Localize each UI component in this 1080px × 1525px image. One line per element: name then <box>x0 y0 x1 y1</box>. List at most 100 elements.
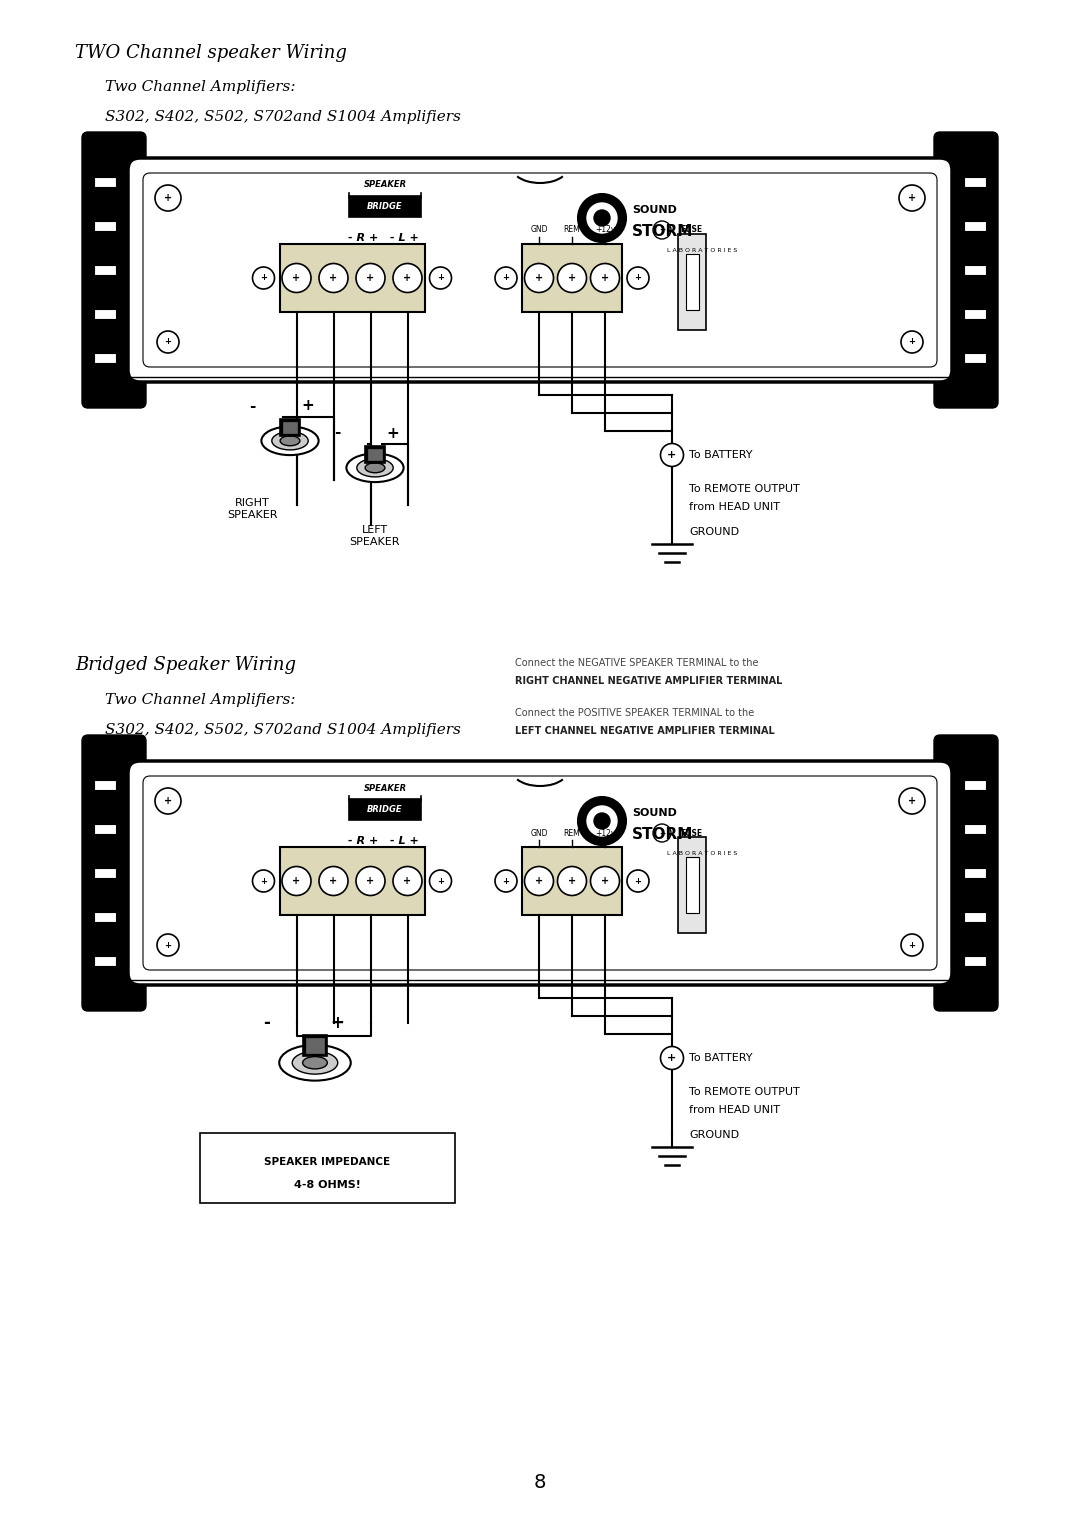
Text: FUSE: FUSE <box>680 226 702 235</box>
Bar <box>280 846 424 915</box>
Text: +: + <box>260 273 267 282</box>
Circle shape <box>588 203 617 233</box>
Bar <box>964 824 986 834</box>
Bar <box>94 779 116 790</box>
Text: +: + <box>908 337 916 346</box>
Ellipse shape <box>280 1045 351 1081</box>
Ellipse shape <box>272 432 308 450</box>
Text: +: + <box>404 273 411 284</box>
FancyBboxPatch shape <box>934 735 998 1011</box>
Text: LEFT
SPEAKER: LEFT SPEAKER <box>350 525 401 547</box>
Text: Connect the NEGATIVE SPEAKER TERMINAL to the: Connect the NEGATIVE SPEAKER TERMINAL to… <box>515 657 758 668</box>
Text: +: + <box>502 273 510 282</box>
Text: 8: 8 <box>534 1473 546 1493</box>
Circle shape <box>594 813 610 830</box>
Circle shape <box>525 866 554 895</box>
Text: +: + <box>908 796 916 807</box>
Circle shape <box>591 866 620 895</box>
Text: SOUND: SOUND <box>632 204 677 215</box>
Text: -: - <box>248 398 255 413</box>
Bar <box>964 265 986 274</box>
FancyBboxPatch shape <box>143 172 937 368</box>
Circle shape <box>653 824 671 842</box>
Text: SPEAKER IMPEDANCE: SPEAKER IMPEDANCE <box>265 1157 391 1167</box>
Text: +: + <box>164 194 172 203</box>
Circle shape <box>156 185 181 210</box>
Circle shape <box>430 267 451 290</box>
Text: +12v: +12v <box>595 226 616 235</box>
Bar <box>280 244 424 313</box>
Circle shape <box>591 264 620 293</box>
Circle shape <box>627 267 649 290</box>
Text: GND: GND <box>530 828 548 837</box>
Circle shape <box>899 788 924 814</box>
Text: +: + <box>437 273 444 282</box>
Text: +: + <box>329 875 338 886</box>
Text: GROUND: GROUND <box>689 1130 739 1141</box>
Circle shape <box>525 264 554 293</box>
Text: To BATTERY: To BATTERY <box>689 450 753 461</box>
Text: +: + <box>404 875 411 886</box>
Circle shape <box>282 264 311 293</box>
Text: +: + <box>635 877 642 886</box>
Bar <box>678 837 706 933</box>
Text: from HEAD UNIT: from HEAD UNIT <box>689 502 780 512</box>
Text: +: + <box>908 941 916 950</box>
Text: SOUND: SOUND <box>632 808 677 817</box>
Text: +: + <box>535 273 543 284</box>
Circle shape <box>899 185 924 210</box>
Text: +12v: +12v <box>595 828 616 837</box>
Circle shape <box>661 1046 684 1069</box>
Text: +: + <box>366 875 375 886</box>
Bar <box>522 244 622 313</box>
Bar <box>964 912 986 923</box>
Text: +: + <box>164 941 172 950</box>
Circle shape <box>356 264 384 293</box>
Circle shape <box>557 866 586 895</box>
Bar <box>94 352 116 363</box>
Text: STORM: STORM <box>632 224 693 238</box>
Circle shape <box>578 194 626 242</box>
Text: +: + <box>908 194 916 203</box>
Circle shape <box>557 264 586 293</box>
Circle shape <box>627 869 649 892</box>
Circle shape <box>156 788 181 814</box>
Bar <box>964 779 986 790</box>
Text: LEFT CHANNEL NEGATIVE AMPLIFIER TERMINAL: LEFT CHANNEL NEGATIVE AMPLIFIER TERMINAL <box>515 726 774 737</box>
Text: +: + <box>659 226 665 235</box>
Bar <box>280 419 300 436</box>
Text: TWO Channel speaker Wiring: TWO Channel speaker Wiring <box>75 44 347 63</box>
FancyBboxPatch shape <box>934 133 998 409</box>
Text: +: + <box>600 273 609 284</box>
Bar <box>686 255 699 310</box>
Text: +: + <box>568 875 576 886</box>
Text: S302, S402, S502, S702and S1004 Amplifiers: S302, S402, S502, S702and S1004 Amplifie… <box>105 723 461 737</box>
Text: BRIDGE: BRIDGE <box>367 805 403 814</box>
Text: L A B O R A T O R I E S: L A B O R A T O R I E S <box>666 851 738 856</box>
Text: Bridged Speaker Wiring: Bridged Speaker Wiring <box>75 656 296 674</box>
Bar <box>368 448 382 459</box>
Circle shape <box>393 264 422 293</box>
Text: To BATTERY: To BATTERY <box>689 1052 753 1063</box>
Bar <box>283 422 297 433</box>
Ellipse shape <box>365 464 384 473</box>
FancyBboxPatch shape <box>82 133 146 409</box>
Text: +: + <box>164 796 172 807</box>
Ellipse shape <box>347 453 404 482</box>
Text: -: - <box>264 1014 270 1032</box>
Bar <box>686 857 699 913</box>
Bar <box>964 956 986 965</box>
Circle shape <box>495 267 517 290</box>
Ellipse shape <box>293 1051 338 1074</box>
Bar <box>522 846 622 915</box>
Bar <box>964 352 986 363</box>
Text: +: + <box>659 828 665 837</box>
Bar <box>964 868 986 878</box>
Circle shape <box>393 866 422 895</box>
Text: Connect the POSITIVE SPEAKER TERMINAL to the: Connect the POSITIVE SPEAKER TERMINAL to… <box>515 708 754 718</box>
Bar <box>678 233 706 329</box>
Bar <box>306 1039 324 1054</box>
Circle shape <box>901 933 923 956</box>
Text: To REMOTE OUTPUT: To REMOTE OUTPUT <box>689 1087 800 1096</box>
Text: +: + <box>260 877 267 886</box>
